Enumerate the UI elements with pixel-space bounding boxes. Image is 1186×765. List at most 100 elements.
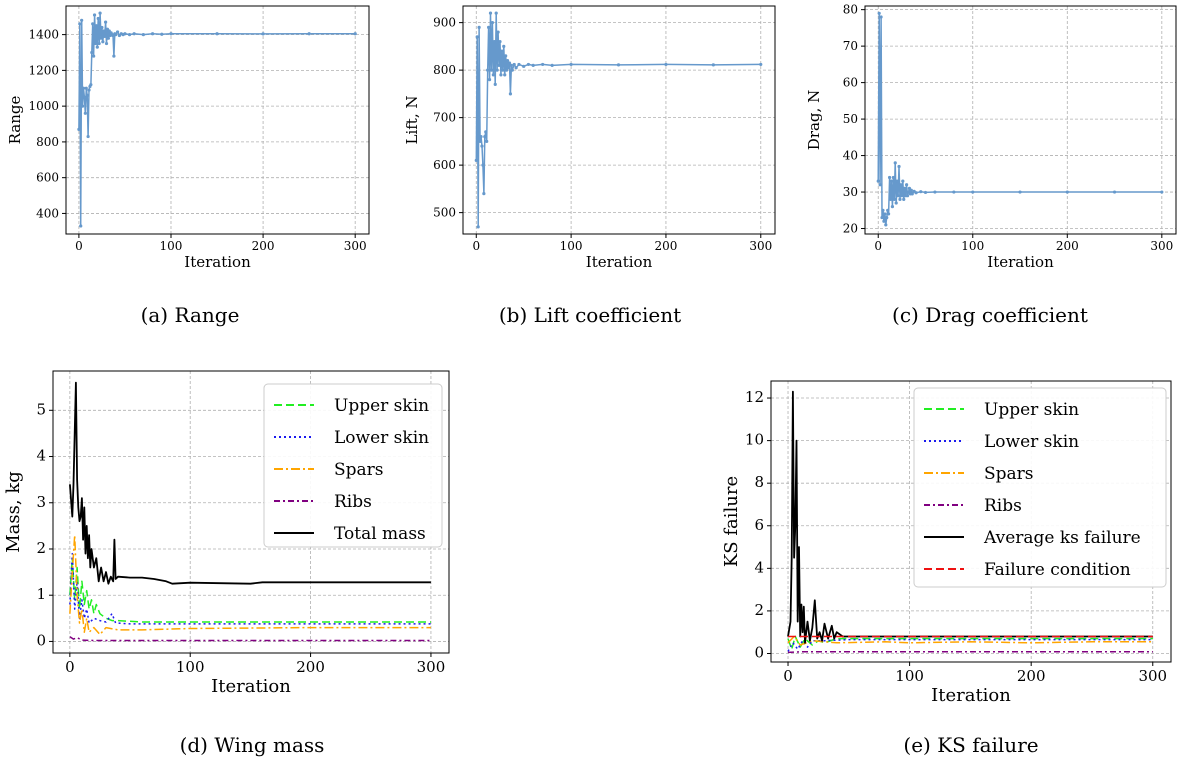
y-tick-label: 12 [745, 388, 764, 406]
legend-label: Lower skin [334, 428, 429, 448]
data-point [100, 25, 104, 30]
data-point [933, 190, 937, 194]
x-tick-label: 0 [75, 239, 83, 253]
x-tick-label: 200 [296, 658, 325, 676]
data-point [484, 130, 488, 134]
y-tick-label: 1400 [28, 28, 59, 42]
data-point [127, 33, 132, 37]
series-line-lower-skin [69, 552, 431, 625]
data-point [89, 83, 93, 87]
data-point [894, 201, 898, 205]
y-tick-label: 10 [745, 431, 764, 449]
series-line-ribs [69, 636, 431, 642]
data-point [664, 62, 668, 67]
data-point [115, 30, 120, 34]
series-line-value [475, 12, 761, 228]
data-point [889, 179, 894, 183]
data-point [86, 134, 90, 139]
data-point [1112, 190, 1117, 194]
y-tick-label: 4 [754, 558, 764, 576]
data-point [506, 66, 511, 70]
legend-label: Upper skin [334, 396, 429, 416]
data-point [97, 41, 101, 46]
data-point [550, 63, 554, 67]
data-point [879, 15, 883, 19]
x-tick-label: 100 [160, 239, 183, 253]
data-point [902, 197, 906, 201]
y-tick-label: 6 [754, 516, 764, 534]
data-point [476, 225, 480, 229]
y-tick-label: 30 [843, 185, 858, 199]
data-point [215, 32, 219, 36]
y-tick-label: 1 [36, 585, 46, 603]
legend-label: Spars [984, 464, 1034, 484]
y-tick-label: 20 [843, 222, 858, 236]
data-point [103, 34, 107, 39]
subfigure-caption: (e) KS failure [903, 733, 1038, 757]
data-point [501, 68, 505, 72]
data-point [526, 62, 531, 67]
series-line-spars [787, 635, 1153, 646]
y-tick-label: 8 [754, 473, 764, 491]
data-point [83, 111, 87, 115]
data-point [891, 175, 895, 180]
data-point [517, 62, 521, 67]
data-point [1160, 190, 1164, 194]
data-point [474, 158, 478, 162]
x-tick-label: 200 [654, 239, 677, 253]
data-point [106, 36, 110, 40]
data-point [85, 93, 89, 98]
data-point [481, 163, 485, 167]
data-point [488, 11, 493, 15]
y-tick-label: 0 [36, 631, 46, 649]
data-point [901, 179, 905, 183]
data-point [509, 63, 513, 67]
data-point [896, 194, 900, 198]
data-point [489, 68, 494, 72]
series-line-average-ks-failure [787, 390, 1153, 644]
data-point [541, 62, 545, 67]
data-point [508, 92, 513, 96]
data-point [914, 191, 918, 195]
data-point [522, 64, 526, 68]
data-point [78, 22, 82, 26]
data-point [114, 33, 118, 37]
y-tick-label: 800 [433, 63, 456, 77]
x-tick-label: 300 [1150, 239, 1173, 253]
data-point [884, 223, 888, 227]
data-point [505, 68, 509, 72]
y-tick-label: 800 [36, 135, 59, 149]
chart-d: 0 100 200 300 0 1 2 3 4 5 Iteration Mass, kg (d) Win… [3, 370, 450, 757]
data-point [99, 36, 103, 40]
data-point [494, 11, 498, 15]
y-tick-label: 700 [433, 111, 456, 125]
data-point [616, 63, 621, 67]
data-point [893, 161, 897, 165]
data-point [87, 88, 91, 92]
legend-box [913, 387, 1167, 588]
y-tick-label: 2 [36, 539, 46, 557]
y-tick-label: 4 [36, 447, 46, 465]
data-point [101, 40, 105, 44]
x-axis-label: Iteration [586, 253, 653, 271]
y-tick-label: 50 [843, 112, 858, 126]
data-point [141, 33, 145, 37]
data-point [897, 164, 901, 169]
data-point [93, 41, 98, 46]
data-point [503, 73, 507, 77]
data-point [900, 194, 904, 198]
y-tick-label: 80 [843, 3, 858, 17]
x-tick-label: 300 [344, 239, 367, 253]
legend-box [263, 383, 443, 548]
data-point [98, 11, 102, 15]
legend: Upper skin Lower skin Spars Ribs Total mass [263, 383, 443, 548]
legend-label: Spars [334, 460, 384, 480]
series-line-total-mass [69, 381, 431, 585]
chart-a: 0 100 200 300 400 600 800 1000 1200 1400 Iteration… [6, 5, 370, 327]
x-tick-label: 200 [1017, 667, 1046, 685]
data-point [504, 54, 508, 58]
x-tick-label: 300 [417, 658, 446, 676]
series-line-upper-skin [69, 557, 431, 623]
y-tick-label: 0 [754, 643, 764, 661]
